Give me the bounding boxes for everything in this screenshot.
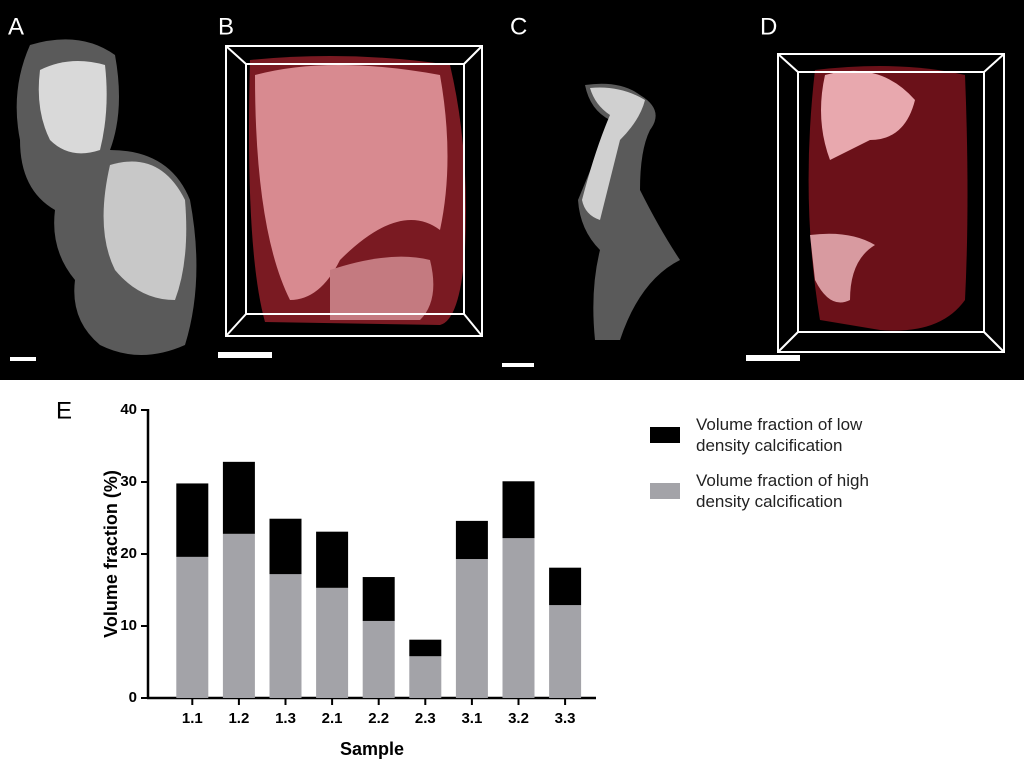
bar-segment xyxy=(176,483,209,557)
panel-label: A xyxy=(8,13,24,40)
bar-segment xyxy=(455,520,488,560)
y-axis-title: Volume fraction (%) xyxy=(101,470,121,638)
bar-segment xyxy=(362,577,395,621)
bar-segment xyxy=(222,461,255,534)
bar-segment xyxy=(269,574,302,698)
bar-segment xyxy=(549,605,582,698)
panel-label: E xyxy=(56,397,72,424)
panel-label: B xyxy=(218,13,234,40)
y-tick-label: 30 xyxy=(120,473,137,490)
x-tick-label: 1.3 xyxy=(275,710,296,727)
x-axis-title: Sample xyxy=(340,739,404,759)
bar-segment xyxy=(409,656,442,698)
legend-label: Volume fraction of low density calcifica… xyxy=(696,415,863,455)
bar-segment xyxy=(502,538,535,698)
x-tick-label: 3.1 xyxy=(461,710,482,727)
bar-segment xyxy=(222,533,255,698)
y-tick-label: 10 xyxy=(120,617,137,634)
bar-segment xyxy=(549,567,582,606)
legend-item: Volume fraction of high density calcific… xyxy=(650,470,916,512)
x-tick-label: 2.1 xyxy=(322,710,343,727)
panel-label: C xyxy=(510,13,527,40)
bar-segment xyxy=(316,587,349,698)
x-tick-label: 1.1 xyxy=(182,710,203,727)
panel-label: D xyxy=(760,13,777,40)
bar-segment xyxy=(455,559,488,698)
legend-item: Volume fraction of low density calcifica… xyxy=(650,414,916,456)
legend-swatch xyxy=(650,427,680,443)
bar-segment xyxy=(176,556,209,698)
y-tick-label: 0 xyxy=(129,689,137,706)
bar-segment xyxy=(502,481,535,539)
x-tick-label: 2.2 xyxy=(368,710,389,727)
image-panels xyxy=(0,0,1024,380)
legend-label: Volume fraction of high density calcific… xyxy=(696,471,869,511)
x-tick-label: 2.3 xyxy=(415,710,436,727)
bar-segment xyxy=(269,518,302,575)
bar-segment xyxy=(362,620,395,698)
x-tick-label: 3.2 xyxy=(508,710,529,727)
x-tick-label: 1.2 xyxy=(228,710,249,727)
legend-swatch xyxy=(650,483,680,499)
y-tick-label: 40 xyxy=(120,401,137,418)
x-tick-label: 3.3 xyxy=(555,710,576,727)
bar-segment xyxy=(409,639,442,657)
bar-segment xyxy=(316,531,349,588)
y-tick-label: 20 xyxy=(120,545,137,562)
